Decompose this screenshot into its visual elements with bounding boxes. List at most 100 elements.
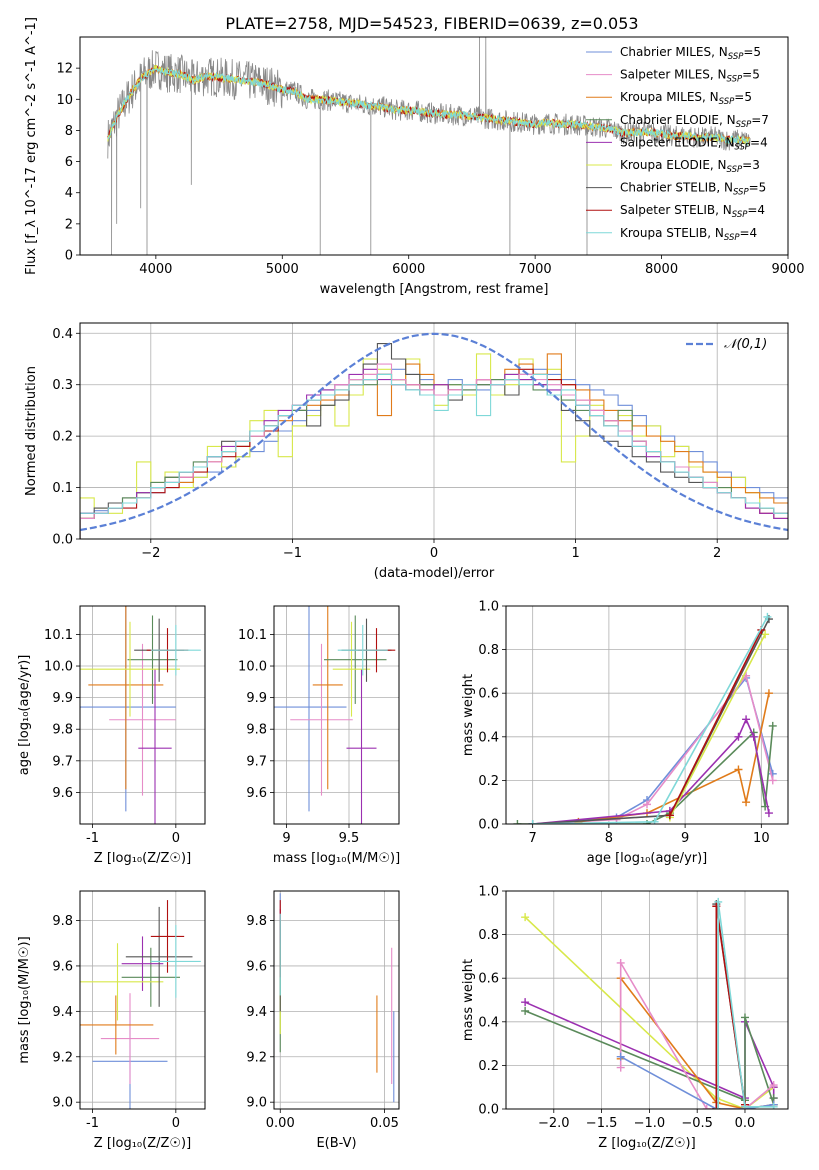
data-point bbox=[150, 900, 185, 973]
plus-marker bbox=[616, 958, 625, 967]
lines bbox=[513, 612, 777, 824]
plus-marker bbox=[761, 630, 770, 639]
panel-residuals: −2 −1 0 1 2 0.0 0.1 0.2 0.3 0.4 (data-model)/error… bbox=[24, 322, 789, 581]
axes-frame bbox=[273, 890, 400, 1110]
weight-line bbox=[669, 629, 763, 816]
axes-frame bbox=[273, 605, 400, 825]
data-point bbox=[332, 621, 371, 717]
tick-label-y: 0.4 bbox=[478, 1015, 499, 1030]
tick-label-y: 0 bbox=[65, 249, 73, 264]
axes-frame bbox=[79, 890, 206, 1110]
tick-label-y: 10.0 bbox=[238, 660, 267, 675]
tick-label-y: 9.8 bbox=[246, 723, 267, 738]
tick-label-x: 0.00 bbox=[266, 1116, 295, 1131]
tick-label-x: -1 bbox=[86, 1116, 99, 1131]
tick-label-x: 8000 bbox=[645, 262, 678, 277]
tick-label-y: 0.6 bbox=[478, 687, 499, 702]
weight-line bbox=[619, 959, 775, 1109]
lines bbox=[521, 897, 778, 1109]
tick-label-y: 0.0 bbox=[478, 1103, 499, 1118]
weight-line bbox=[517, 725, 774, 824]
y-axis-label: mass weight bbox=[461, 959, 476, 1041]
tick-label-y: 0.6 bbox=[478, 972, 499, 987]
x-axis-label: mass [log₁₀(M/M☉)] bbox=[273, 851, 400, 866]
x-axis-label: wavelength [Angstrom, rest frame] bbox=[320, 282, 549, 297]
tick-label-y: 9.0 bbox=[246, 1096, 267, 1111]
data-point bbox=[337, 624, 388, 676]
weight-line bbox=[532, 676, 774, 824]
plus-marker bbox=[768, 776, 777, 785]
tick-label-y: 4 bbox=[65, 186, 73, 201]
tick-label-y: 10.1 bbox=[238, 628, 267, 643]
tick-label-x: 10 bbox=[753, 831, 770, 846]
weight-line bbox=[578, 693, 770, 823]
tick-label-y: 0.3 bbox=[52, 378, 73, 393]
tick-label-y: 1.0 bbox=[478, 885, 499, 900]
axes-frame bbox=[79, 605, 206, 825]
plus-marker bbox=[740, 1102, 749, 1109]
tick-label-x: 9 bbox=[282, 831, 290, 846]
panel-mass-vs-ebv: 0.00 0.05 9.0 9.2 9.4 9.6 9.8 E(B-V) bbox=[246, 890, 400, 1151]
tick-label-y: 2 bbox=[65, 217, 73, 232]
axes-frame bbox=[79, 322, 789, 540]
y-axis-label: mass [log₁₀(M/M☉)] bbox=[17, 936, 32, 1063]
weight-line bbox=[669, 633, 766, 818]
histograms bbox=[80, 332, 788, 539]
spectrum-lines bbox=[107, 37, 751, 255]
data-point bbox=[121, 936, 164, 991]
points bbox=[279, 893, 395, 1103]
legend-entry: Chabrier ELODIE, NSSP=7 bbox=[620, 113, 769, 130]
data-point bbox=[100, 993, 160, 1085]
tick-label-x: −1.0 bbox=[634, 1116, 666, 1131]
tick-label-y: 9.4 bbox=[52, 1005, 73, 1020]
plus-marker bbox=[763, 612, 772, 621]
legend-entry: Salpeter ELODIE, NSSP=4 bbox=[620, 135, 768, 152]
plus-marker bbox=[650, 817, 659, 824]
plus-marker bbox=[769, 1081, 778, 1090]
tick-label-x: 0 bbox=[172, 831, 180, 846]
tick-label-y: 9.7 bbox=[52, 754, 73, 769]
data-point bbox=[125, 906, 193, 1007]
data-point bbox=[88, 606, 164, 790]
legend-entry: Kroupa MILES, NSSP=5 bbox=[620, 90, 752, 107]
data-point bbox=[109, 643, 176, 796]
tick-label-y: 0.2 bbox=[52, 430, 73, 445]
tick-label-x: 0.05 bbox=[370, 1116, 399, 1131]
tick-label-x: 2 bbox=[713, 546, 721, 561]
legend-entry: Kroupa ELODIE, NSSP=3 bbox=[620, 158, 760, 175]
plus-marker bbox=[616, 1052, 625, 1061]
histogram-kroupa-stelib bbox=[80, 373, 788, 539]
tick-label-y: 0.4 bbox=[52, 327, 73, 342]
x-axis-label: Z [log₁₀(Z/Z☉)] bbox=[94, 1136, 191, 1151]
model-spectrum bbox=[107, 64, 751, 145]
tick-label-y: 0.2 bbox=[478, 1059, 499, 1074]
data-point bbox=[312, 606, 343, 790]
tick-label-y: 9.2 bbox=[52, 1050, 73, 1065]
plus-marker bbox=[769, 1102, 778, 1109]
points bbox=[80, 900, 201, 1109]
tick-label-y: 9.9 bbox=[246, 691, 267, 706]
tick-label-y: 10.0 bbox=[44, 660, 73, 675]
weight-line bbox=[717, 901, 774, 1109]
tick-label-x: 6000 bbox=[392, 262, 425, 277]
plus-marker bbox=[714, 1105, 723, 1109]
gaussian-curve bbox=[80, 332, 788, 532]
tick-label-y: 0.1 bbox=[52, 481, 73, 496]
weight-line bbox=[532, 717, 770, 824]
data-point bbox=[80, 995, 154, 1055]
weight-line bbox=[532, 616, 769, 824]
plus-marker bbox=[521, 1006, 530, 1015]
data-point bbox=[80, 943, 164, 1021]
tick-label-x: −2 bbox=[141, 546, 160, 561]
tick-label-y: 9.6 bbox=[52, 786, 73, 801]
data-point bbox=[121, 947, 180, 1007]
data-point bbox=[346, 669, 377, 824]
tick-label-x: 9000 bbox=[771, 262, 804, 277]
plus-marker bbox=[764, 689, 773, 698]
x-axis-label: Z [log₁₀(Z/Z☉)] bbox=[598, 1136, 695, 1151]
plus-marker bbox=[665, 811, 674, 820]
panel-weight-vs-Z: −2.0 −1.5 −1.0 −0.5 0.0 0.0 0.2 0.4 0.6 0.8 1.0 Z [… bbox=[461, 885, 789, 1151]
legend-entry: Salpeter MILES, NSSP=5 bbox=[620, 68, 760, 85]
data-point bbox=[80, 621, 180, 717]
plus-marker bbox=[749, 732, 758, 741]
